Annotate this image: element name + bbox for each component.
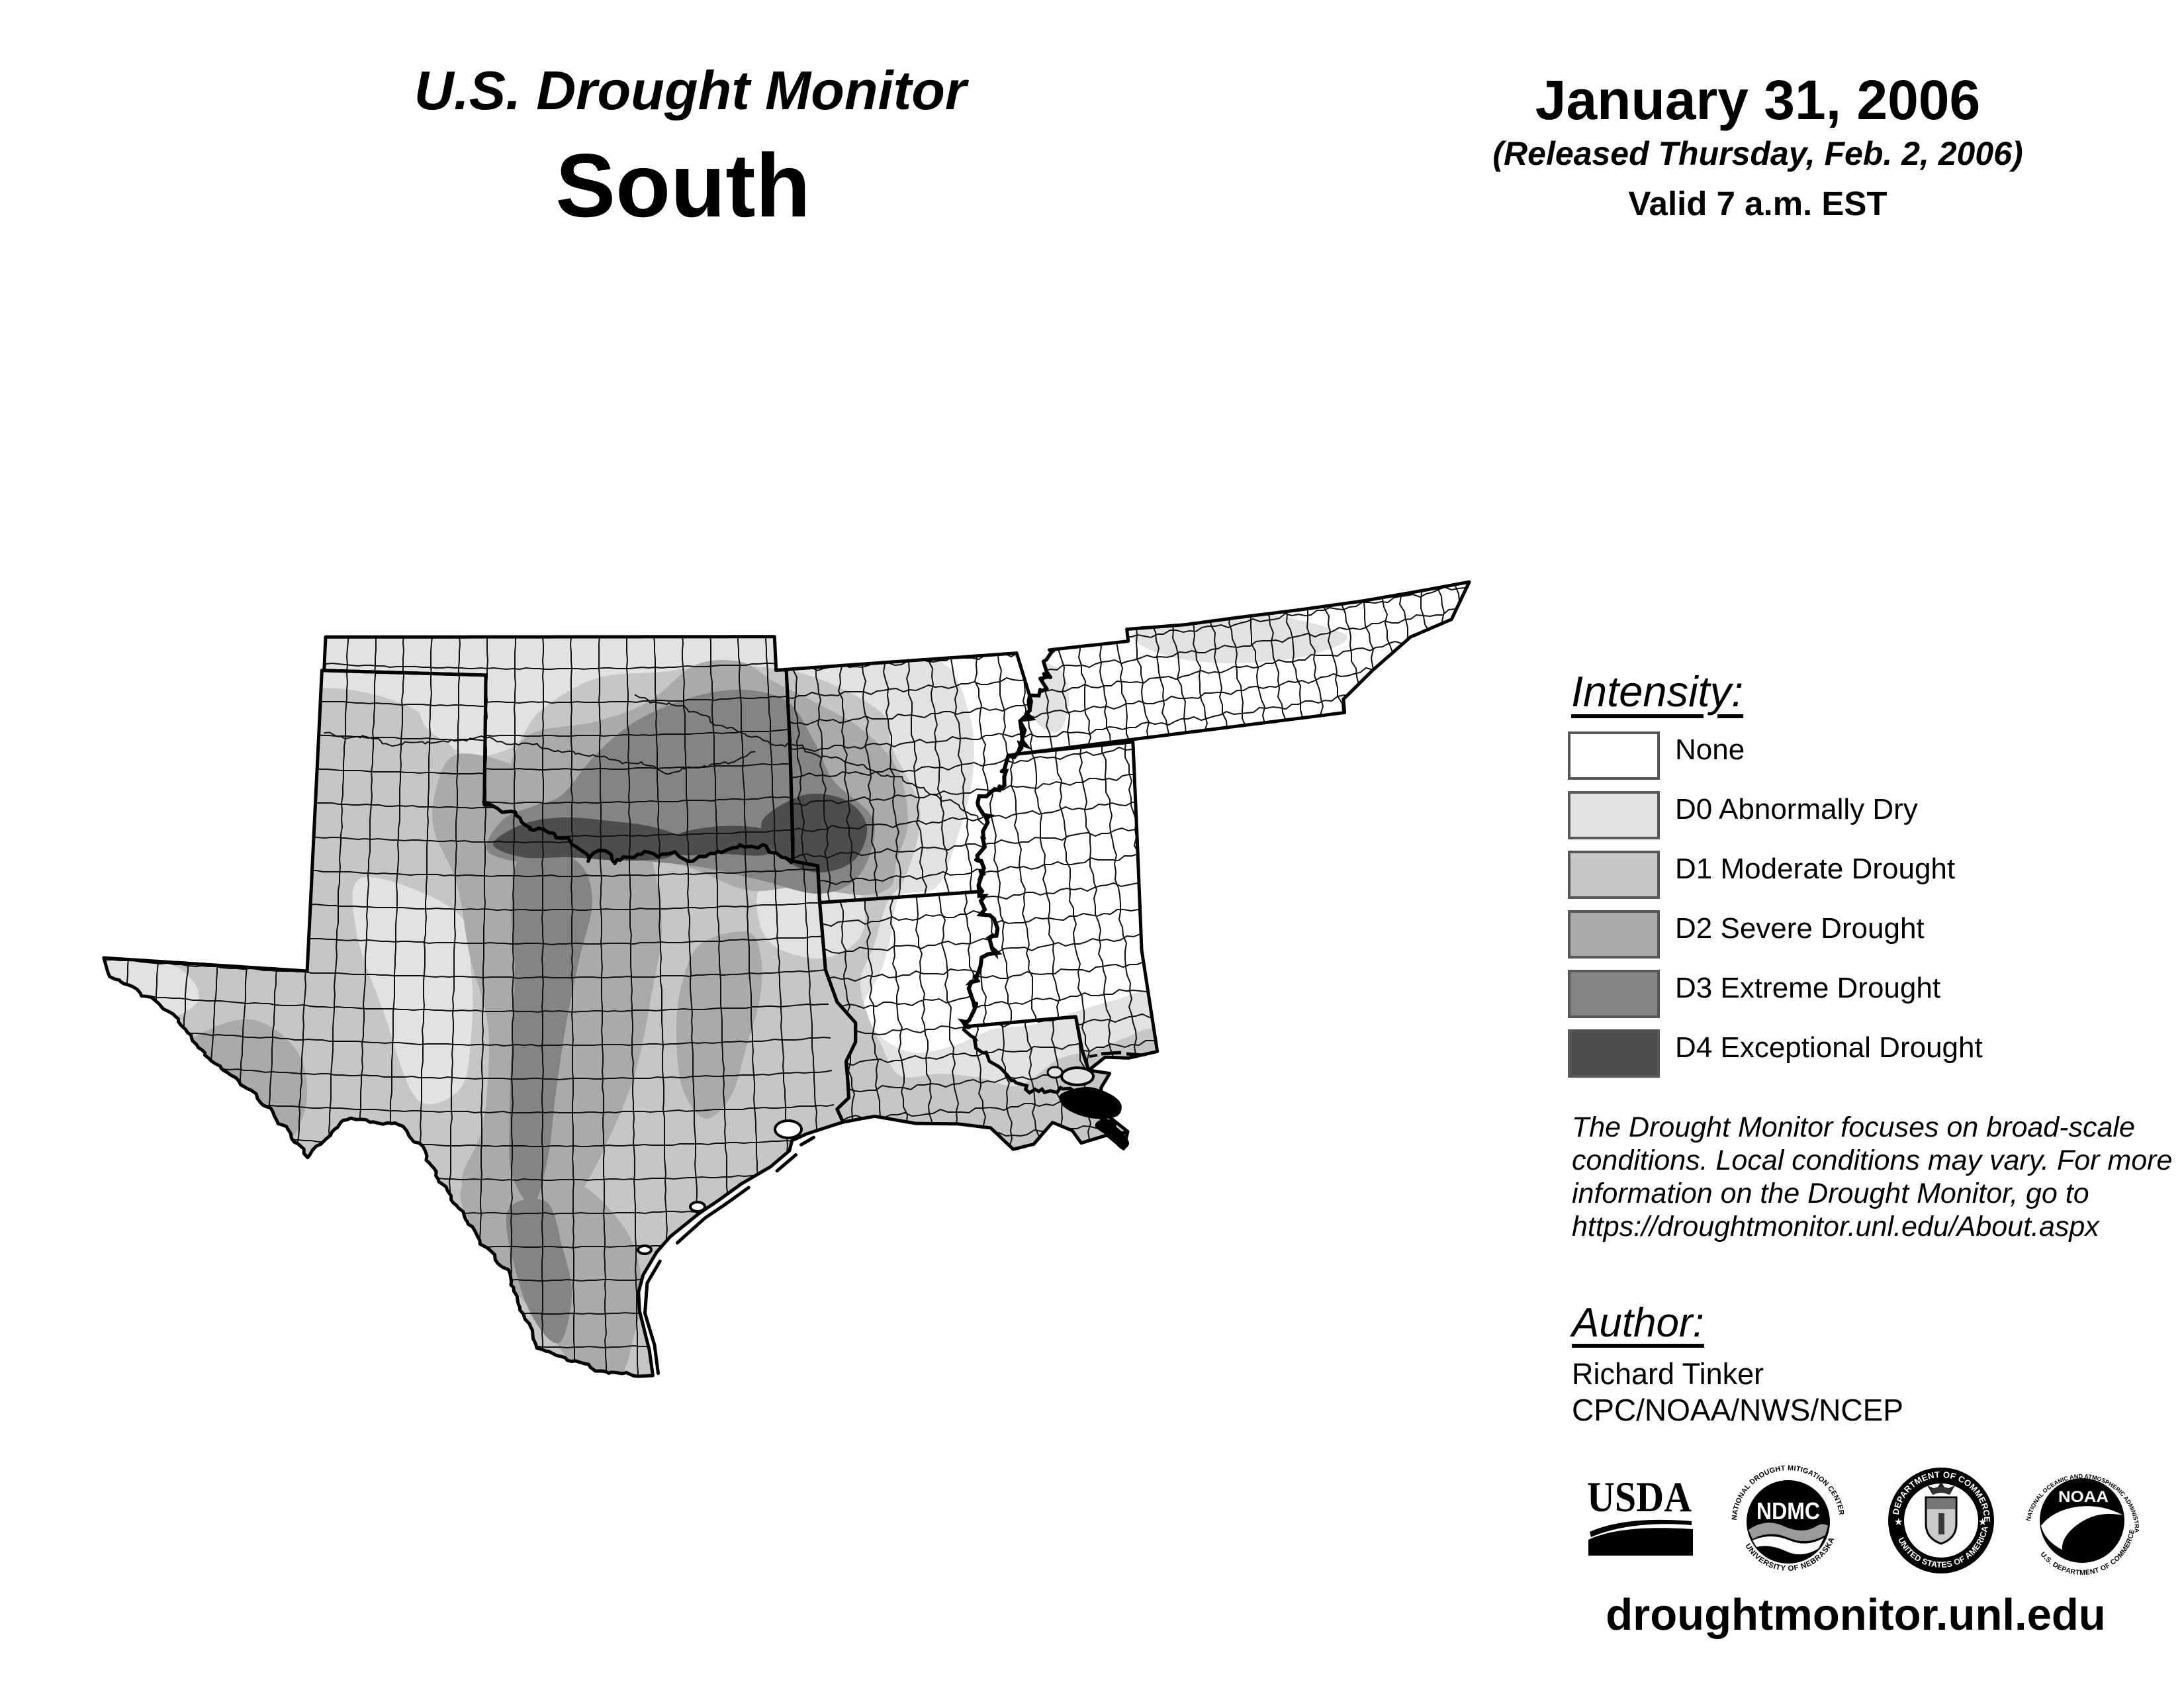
svg-text:★: ★ bbox=[1894, 1517, 1903, 1528]
svg-text:NOAA: NOAA bbox=[2058, 1488, 2109, 1506]
svg-text:★: ★ bbox=[1978, 1517, 1987, 1528]
svg-text:USDA: USDA bbox=[1587, 1477, 1692, 1521]
svg-text:NDMC: NDMC bbox=[1756, 1497, 1820, 1524]
